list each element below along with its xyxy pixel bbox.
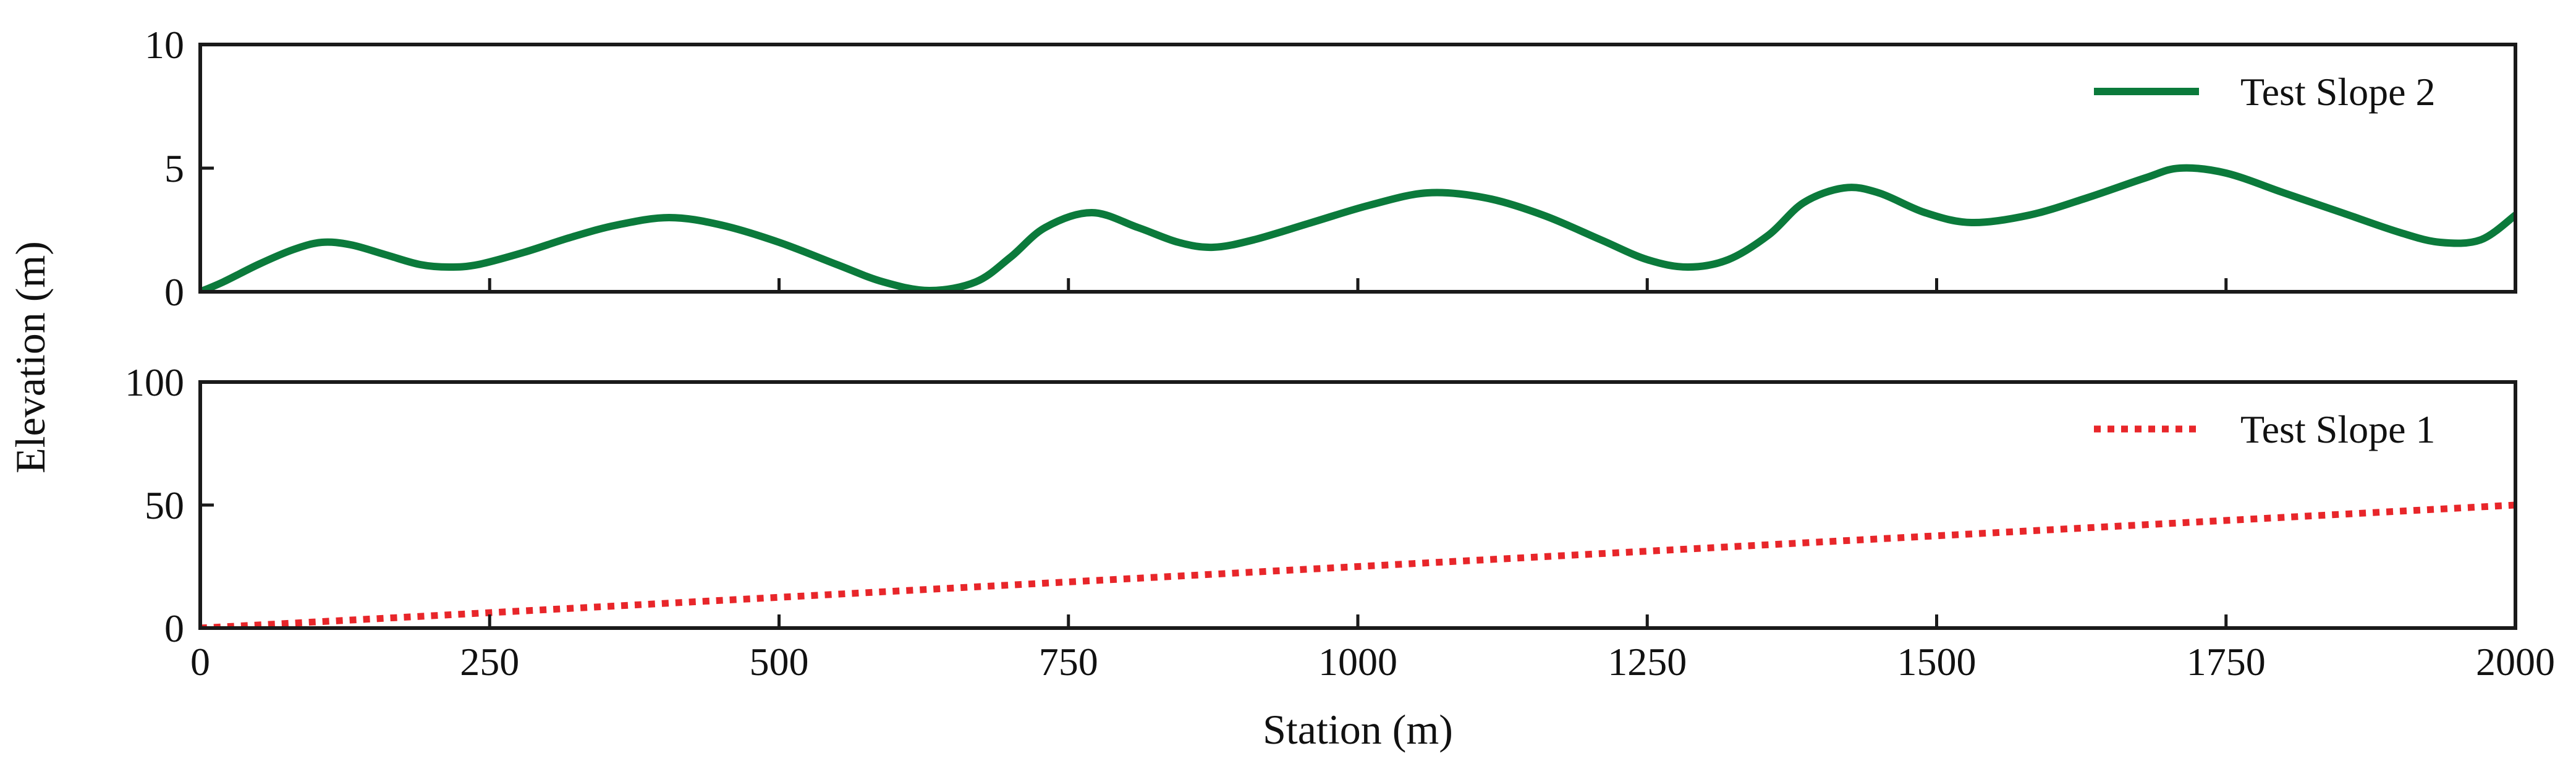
x-tick-label: 500 xyxy=(750,640,809,684)
y-tick-label-top: 5 xyxy=(164,147,184,190)
y-tick-label-top: 10 xyxy=(145,23,184,67)
x-axis-title: Station (m) xyxy=(1263,706,1453,753)
y-tick-label-bottom: 100 xyxy=(125,360,184,404)
legend-top: Test Slope 2 xyxy=(2094,70,2436,114)
x-tick-label: 0 xyxy=(190,640,210,684)
x-tick-label: 1000 xyxy=(1318,640,1397,684)
y-tick-label-bottom: 50 xyxy=(145,483,184,527)
series-line-bottom-0 xyxy=(200,501,2515,628)
x-tick-label: 1250 xyxy=(1608,640,1687,684)
x-tick-label: 1750 xyxy=(2187,640,2266,684)
legend-label-bottom: Test Slope 1 xyxy=(2240,407,2436,451)
legend-label-top: Test Slope 2 xyxy=(2240,70,2436,114)
plot-frame-bottom xyxy=(198,380,2517,630)
y-tick-label-bottom: 0 xyxy=(164,606,184,650)
legend-bottom: Test Slope 1 xyxy=(2094,407,2436,451)
x-tick-label: 250 xyxy=(460,640,519,684)
x-tick-label: 2000 xyxy=(2476,640,2555,684)
top-panel: Test Slope 2 0 5 10 xyxy=(145,23,2517,314)
y-axis-title: Elevation (m) xyxy=(7,241,54,474)
x-tick-label: 750 xyxy=(1039,640,1098,684)
x-tick-label: 1500 xyxy=(1897,640,1976,684)
series-line-top-0 xyxy=(200,164,2515,292)
y-tick-label-top: 0 xyxy=(164,270,184,314)
